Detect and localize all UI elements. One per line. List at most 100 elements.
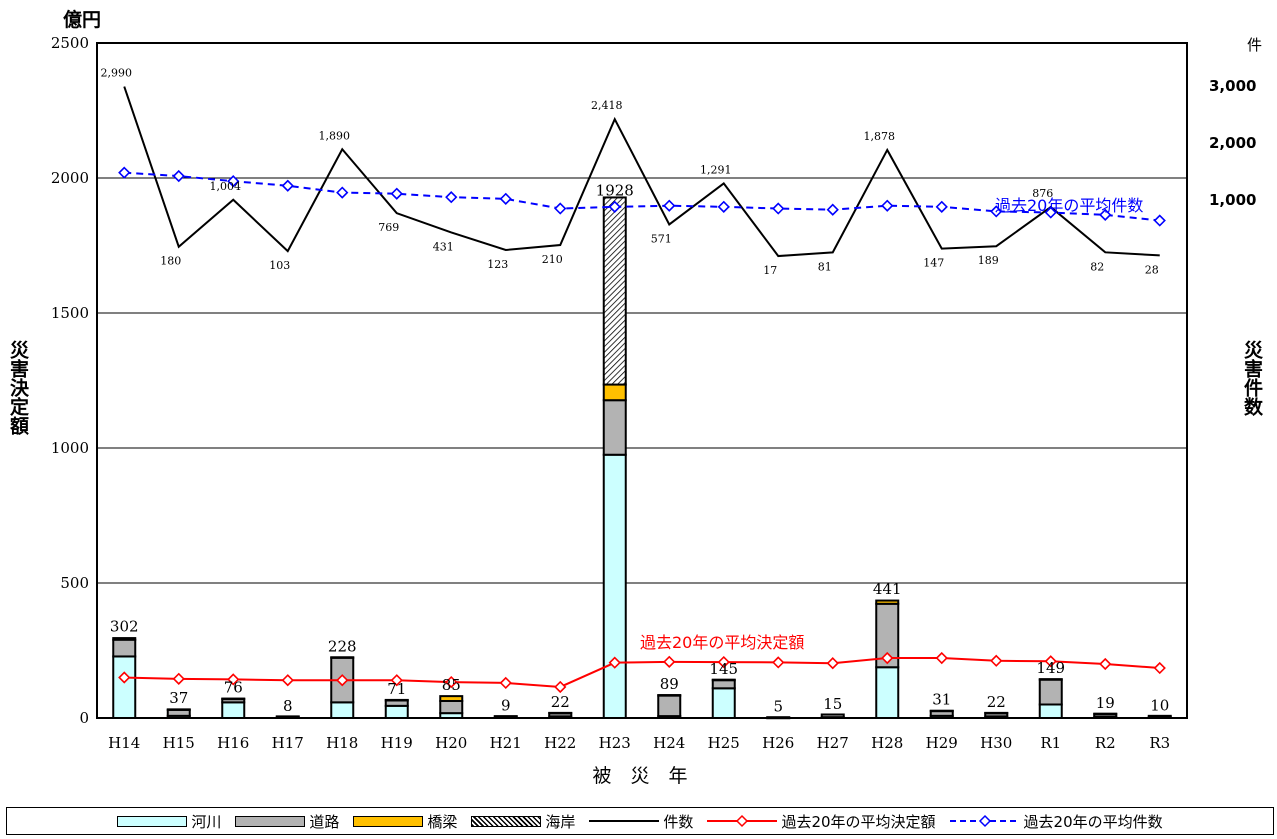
- bar-segment: [1147, 714, 1172, 719]
- count-data-label: 571: [651, 232, 672, 245]
- series-marker: [499, 192, 512, 205]
- series-marker: [826, 203, 839, 216]
- series-marker: [281, 674, 294, 687]
- bar-total-label: 228: [328, 637, 357, 655]
- series-line: [124, 657, 1160, 688]
- bar-segment: [330, 656, 355, 659]
- series-marker: [172, 672, 185, 685]
- bar-segment: [657, 694, 682, 718]
- bar-segment: [602, 196, 627, 386]
- x-tick-label: H30: [980, 734, 1012, 752]
- bar-segment: [929, 709, 954, 713]
- series-marker: [717, 200, 730, 213]
- bar-total-label: 10: [1150, 696, 1169, 714]
- avg-amount-annotation: 過去20年の平均決定額: [640, 633, 804, 652]
- bar-segment: [384, 704, 409, 719]
- bar-segment: [984, 711, 1009, 715]
- series-marker: [1153, 661, 1166, 675]
- bar-total-label: 76: [224, 678, 243, 696]
- bars-group: [112, 196, 1172, 720]
- series-line: [124, 171, 1160, 222]
- count-data-label: 2,418: [591, 99, 623, 112]
- bar-total-label: 31: [932, 691, 951, 709]
- y-tick-label-right: 2,000: [1209, 134, 1256, 152]
- series-marker: [445, 191, 458, 204]
- series-marker: [118, 671, 131, 684]
- legend-swatch: [235, 815, 306, 827]
- series-marker: [881, 199, 894, 212]
- bar-segment: [1093, 712, 1118, 716]
- bar-total-label: 37: [169, 689, 188, 707]
- bar-segment: [221, 697, 246, 701]
- series-marker: [608, 656, 621, 669]
- count-data-label: 769: [378, 221, 399, 234]
- x-tick-label: H19: [381, 734, 413, 752]
- legend-swatch: [471, 815, 542, 827]
- x-tick-label: H15: [163, 734, 195, 752]
- bar-segment: [1038, 678, 1063, 681]
- count-data-label: 81: [818, 260, 832, 273]
- series-line: [123, 86, 1160, 258]
- y-tick-label-left: 1500: [51, 304, 89, 322]
- y-tick-label-left: 2500: [51, 34, 89, 52]
- bar-segment: [330, 701, 355, 720]
- legend-item-bridge: 橋梁: [353, 811, 457, 832]
- series-marker: [336, 674, 349, 687]
- bar-total-label: 302: [110, 617, 139, 635]
- bar-segment: [439, 695, 464, 702]
- series-marker: [554, 202, 567, 215]
- series-marker: [445, 675, 458, 689]
- count-data-label: 82: [1090, 260, 1104, 273]
- labels-group: 0 500 1000 1500 2000 2500 1,000 2,000 3,000 H14 H1…: [51, 34, 1257, 752]
- count-data-label: 189: [978, 254, 999, 267]
- bar-total-label: 85: [442, 676, 461, 694]
- bar-segment: [112, 638, 137, 658]
- x-tick-label: H25: [708, 734, 740, 752]
- legend-item-road: 道路: [235, 811, 339, 832]
- series-marker: [663, 199, 676, 212]
- legend-label: 海岸: [545, 812, 576, 831]
- legend-label: 橋梁: [427, 812, 458, 831]
- x-tick-label: H18: [326, 734, 358, 752]
- right-axis-title: 災害件数: [1241, 340, 1263, 417]
- legend: 河川 道路 橋梁 海岸 件数 過去20年の平均決定額 過去20年の平均件数: [6, 807, 1274, 835]
- legend-item-coast: 海岸: [471, 811, 575, 832]
- series-marker: [772, 202, 785, 215]
- bar-total-label: 441: [873, 580, 902, 598]
- x-tick-label: H23: [599, 734, 631, 752]
- series-marker: [281, 179, 294, 192]
- left-unit-label: 億円: [63, 8, 101, 31]
- series-marker: [172, 169, 185, 183]
- series-marker: [935, 200, 948, 213]
- count-data-label: 123: [487, 258, 508, 271]
- legend-label: 件数: [663, 812, 694, 831]
- series-marker: [772, 656, 785, 669]
- x-tick-label: H29: [926, 734, 958, 752]
- count-data-label: 28: [1145, 263, 1159, 276]
- series-marker: [554, 680, 567, 694]
- legend-swatch: [589, 820, 660, 822]
- bar-total-label: 15: [823, 695, 842, 713]
- bar-total-label: 1928: [596, 181, 634, 199]
- series-marker: [227, 673, 240, 686]
- y-tick-label-right: 1,000: [1209, 191, 1256, 209]
- bar-total-label: 22: [551, 693, 570, 711]
- bar-segment: [602, 399, 627, 456]
- bar-segment: [875, 666, 900, 719]
- x-tick-label: R3: [1149, 734, 1170, 752]
- y-tick-label-left: 2000: [51, 169, 89, 187]
- x-axis-title: 被 災 年: [592, 765, 687, 787]
- series-marker: [717, 655, 730, 669]
- left-axis-title: 災害決定額: [7, 340, 29, 436]
- bar-segment: [602, 383, 627, 402]
- bar-segment: [166, 708, 191, 711]
- x-tick-label: H28: [871, 734, 903, 752]
- x-tick-label: H16: [217, 734, 249, 752]
- count-data-label: 1,004: [210, 180, 242, 193]
- series-marker: [990, 654, 1003, 667]
- bar-segment: [711, 679, 736, 690]
- series-marker: [227, 175, 240, 188]
- count-data-label: 17: [763, 264, 777, 277]
- count-data-label: 431: [433, 240, 454, 253]
- legend-label: 過去20年の平均件数: [1023, 812, 1163, 831]
